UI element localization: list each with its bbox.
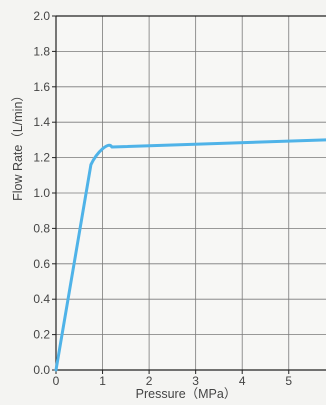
- y-tick-label: 1.0: [33, 186, 50, 200]
- y-tick-label: 2.0: [33, 9, 50, 23]
- x-tick-label: 4: [239, 374, 246, 388]
- y-tick-label: 0.0: [33, 363, 50, 377]
- x-tick-label: 3: [192, 374, 199, 388]
- y-tick-label: 0.4: [33, 292, 50, 306]
- y-tick-label: 1.6: [33, 80, 50, 94]
- series-layer: [54, 138, 326, 372]
- y-tick-labels: 0.0 0.2 0.4 0.6 0.8 1.0 1.2 1.4 1.6 1.8 2.0: [33, 9, 50, 377]
- x-axis-title: Pressure（MPa）: [136, 387, 237, 401]
- y-axis-title: Flow Rate（L/min）: [11, 89, 25, 201]
- y-tick-label: 0.2: [33, 328, 50, 342]
- x-tick-label: 1: [99, 374, 106, 388]
- axes: [55, 15, 326, 371]
- y-tick-label: 1.8: [33, 44, 50, 58]
- x-tick-labels: 0 1 2 3 4 5: [53, 374, 293, 388]
- y-tick-label: 1.4: [33, 115, 50, 129]
- y-tick-label: 0.8: [33, 221, 50, 235]
- x-tick-label: 0: [53, 374, 60, 388]
- y-tick-label: 0.6: [33, 257, 50, 271]
- grid: [52, 15, 326, 374]
- y-tick-label: 1.2: [33, 151, 50, 165]
- series-line-0: [54, 138, 326, 372]
- x-tick-label: 2: [146, 374, 153, 388]
- x-tick-label: 5: [285, 374, 292, 388]
